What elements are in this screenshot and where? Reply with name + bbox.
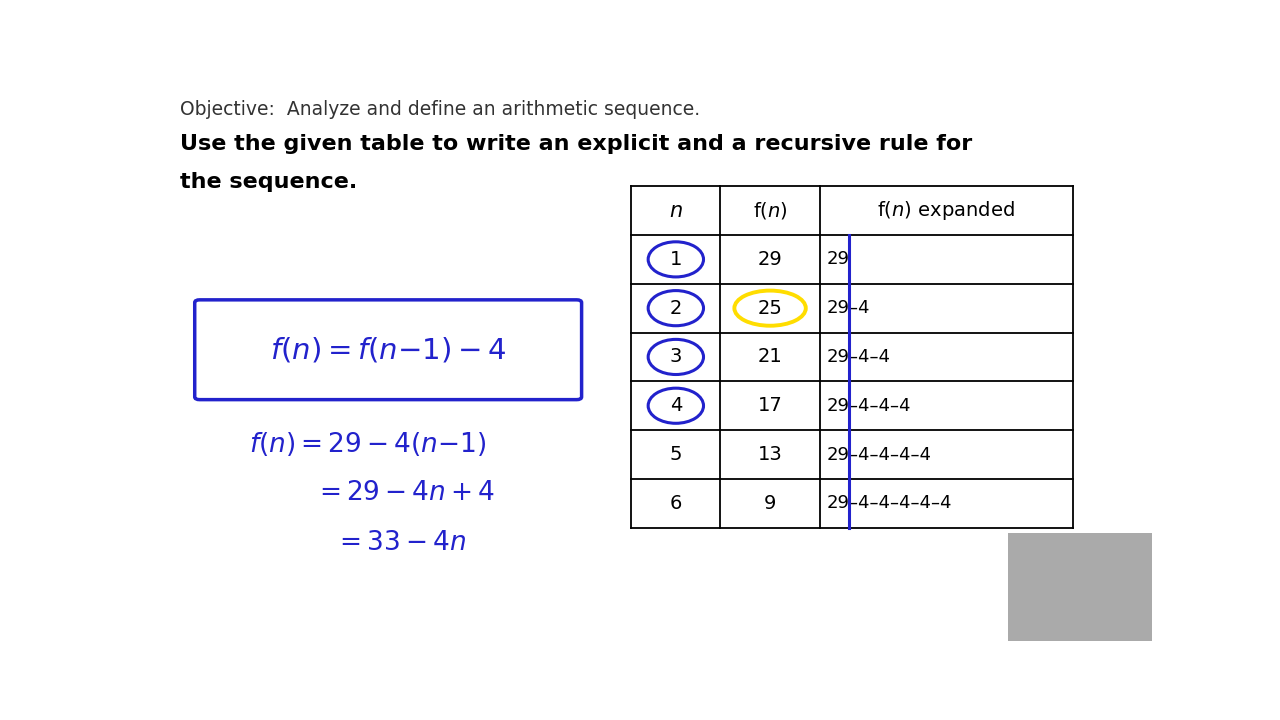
Text: $= 29 - 4n + 4$: $= 29 - 4n + 4$ [314,480,495,506]
Text: 5: 5 [669,445,682,464]
Text: $f(n) = f(n{-}1) - 4$: $f(n) = f(n{-}1) - 4$ [270,336,507,364]
Text: f$(n)$ expanded: f$(n)$ expanded [877,199,1015,222]
Text: 2: 2 [669,299,682,318]
Text: 1: 1 [669,250,682,269]
Text: 29–4–4–4–4: 29–4–4–4–4 [827,446,932,464]
Text: 13: 13 [758,445,782,464]
Text: $= 33 - 4n$: $= 33 - 4n$ [334,530,466,556]
Text: Objective:  Analyze and define an arithmetic sequence.: Objective: Analyze and define an arithme… [179,100,700,120]
Text: 29: 29 [758,250,782,269]
Text: 29–4: 29–4 [827,300,870,317]
Text: f$(n)$: f$(n)$ [753,200,787,221]
Text: 3: 3 [669,348,682,366]
FancyBboxPatch shape [195,300,581,400]
Text: 25: 25 [758,299,782,318]
Text: 17: 17 [758,396,782,415]
Text: 29: 29 [827,251,850,269]
Bar [1009,533,1152,641]
Text: Use the given table to write an explicit and a recursive rule for: Use the given table to write an explicit… [179,133,972,153]
Text: 29–4–4–4–4–4: 29–4–4–4–4–4 [827,495,952,513]
Text: 4: 4 [669,396,682,415]
Text: $f(n) = 29 - 4(n{-}1)$: $f(n) = 29 - 4(n{-}1)$ [250,430,486,458]
Text: $n$: $n$ [669,201,682,220]
Text: 9: 9 [764,494,776,513]
Text: the sequence.: the sequence. [179,172,357,192]
Text: 6: 6 [669,494,682,513]
Text: 21: 21 [758,348,782,366]
Text: 29–4–4–4: 29–4–4–4 [827,397,911,415]
Text: 29–4–4: 29–4–4 [827,348,891,366]
